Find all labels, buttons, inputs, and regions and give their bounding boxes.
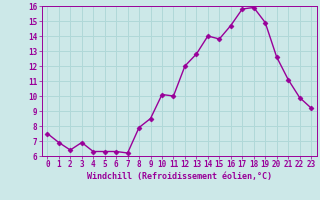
X-axis label: Windchill (Refroidissement éolien,°C): Windchill (Refroidissement éolien,°C): [87, 172, 272, 181]
